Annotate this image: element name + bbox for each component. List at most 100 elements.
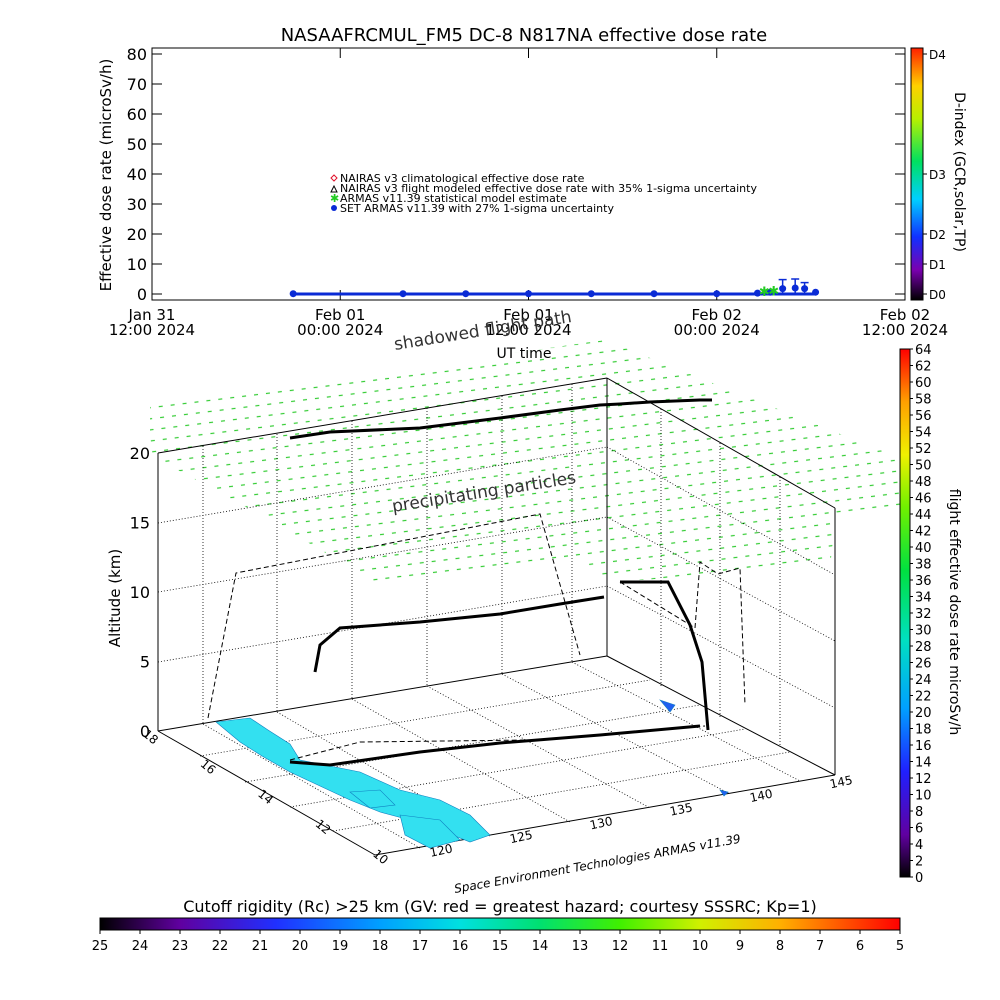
dose-tick-label: 46 <box>915 492 932 507</box>
longitude-tick-label: 135 <box>669 800 694 818</box>
dose-tick-label: 28 <box>915 640 932 655</box>
rigidity-tick-label: 7 <box>816 939 824 954</box>
set-armas-point <box>791 284 799 292</box>
dindex-ticks: D0 D1 D2 D3 D4 <box>923 48 946 302</box>
rigidity-tick-label: 14 <box>532 939 549 954</box>
y-tick-label: 50 <box>127 135 147 154</box>
rigidity-tick-label: 10 <box>692 939 709 954</box>
dose-tick-label: 34 <box>915 591 932 606</box>
latitude-tick-label: 12 <box>313 817 334 838</box>
rigidity-colorbar <box>99 917 901 931</box>
dose-tick-label: 58 <box>915 393 932 408</box>
dose-tick-label: 40 <box>915 541 932 556</box>
flight-path-high <box>289 398 712 767</box>
dindex-tick-label: D1 <box>929 258 946 272</box>
dose-tick-label: 14 <box>915 756 932 771</box>
rigidity-colorbar-panel: Cutoff rigidity (Rc) >25 km (GV: red = g… <box>92 897 904 954</box>
y-tick-label: 60 <box>127 105 147 124</box>
set-armas-point <box>462 290 470 298</box>
dose-tick-label: 22 <box>915 690 932 705</box>
set-armas-point <box>399 290 407 298</box>
dose-tick-label: 20 <box>915 706 932 721</box>
set-armas-point <box>812 288 820 296</box>
latitude-tick-label: 16 <box>198 757 219 778</box>
y-tick-label: 10 <box>127 255 147 274</box>
svg-text:NAIRAS v3 flight modeled effec: NAIRAS v3 flight modeled effective dose … <box>340 182 757 195</box>
longitude-tick-label: 125 <box>509 828 534 846</box>
svg-text:NAIRAS v3 climatological effec: NAIRAS v3 climatological effective dose … <box>340 172 585 185</box>
dose-tick-label: 60 <box>915 376 932 391</box>
dindex-tick-label: D4 <box>929 48 946 62</box>
box-gridlines <box>157 384 836 849</box>
armas-model-point: ✱ <box>768 284 779 299</box>
dose-tick-label: 50 <box>915 459 932 474</box>
set-armas-point <box>587 290 595 298</box>
dose-tick-label: 26 <box>915 657 932 672</box>
dose-tick-label: 16 <box>915 739 932 754</box>
svg-text:SET ARMAS v11.39 with 27% 1-si: SET ARMAS v11.39 with 27% 1-sigma uncert… <box>340 202 614 215</box>
dose-tick-label: 12 <box>915 772 932 787</box>
dose-tick-label: 10 <box>915 789 932 804</box>
rigidity-tick-label: 16 <box>452 939 469 954</box>
dose-colorbar-label: flight effective dose rate microSv/h <box>946 489 962 735</box>
rigidity-tick-label: 20 <box>292 939 309 954</box>
dose-tick-label: 6 <box>915 822 923 837</box>
rigidity-tick-label: 19 <box>332 939 349 954</box>
dindex-tick-label: D3 <box>929 168 946 182</box>
rigidity-tick-label: 25 <box>92 939 109 954</box>
latitude-tick-label: 14 <box>255 787 276 808</box>
x-tick-label: 12:00 2024 <box>862 321 948 339</box>
altitude-tick-label: 15 <box>130 514 150 533</box>
set-armas-point <box>766 288 774 296</box>
set-armas-point <box>801 285 809 293</box>
altitude-tick-label: 20 <box>130 444 150 463</box>
dose-tick-label: 24 <box>915 673 932 688</box>
altitude-tick-label: 0 <box>140 722 150 741</box>
dindex-label: D-index (GCR,solar,TP) <box>951 92 967 252</box>
credit-text: Space Environment Technologies ARMAS v11… <box>453 832 742 896</box>
x-tick-label: Feb 01 <box>503 306 553 324</box>
y-tick-label: 20 <box>127 225 147 244</box>
dose-tick-label: 54 <box>915 426 932 441</box>
dindex-colorbar <box>910 47 924 301</box>
dose-tick-label: 30 <box>915 624 932 639</box>
dose-tick-label: 32 <box>915 607 932 622</box>
x-tick-label: Feb 01 <box>315 306 365 324</box>
x-tick-label: Feb 02 <box>692 306 742 324</box>
dose-tick-label: 52 <box>915 442 932 457</box>
dose-tick-label: 44 <box>915 508 932 523</box>
dose-tick-label: 18 <box>915 723 932 738</box>
y-tick-label: 40 <box>127 165 147 184</box>
legend-item-nairas-flight: NAIRAS v3 flight modeled effective dose … <box>330 182 757 195</box>
set-armas-point <box>289 290 297 298</box>
rigidity-tick-label: 8 <box>776 939 784 954</box>
rigidity-tick-label: 24 <box>132 939 149 954</box>
top-series: ✱✱ <box>289 278 820 300</box>
set-armas-point <box>713 290 721 298</box>
legend-item-nairas-clim: NAIRAS v3 climatological effective dose … <box>330 172 585 185</box>
altitude-label: Altitude (km) <box>106 549 124 647</box>
altitude-ticks: 0 5 10 15 20 <box>130 444 150 741</box>
y-tick-label: 0 <box>137 285 147 304</box>
floor-contours <box>215 699 729 849</box>
dose-tick-label: 0 <box>915 871 923 886</box>
rigidity-tick-label: 6 <box>856 939 864 954</box>
rigidity-tick-label: 9 <box>736 939 744 954</box>
dindex-tick-label: D0 <box>929 288 946 302</box>
altitude-tick-label: 5 <box>140 653 150 672</box>
dindex-tick-label: D2 <box>929 228 946 242</box>
y-tick-label: 80 <box>127 45 147 64</box>
legend-item-armas-model: ✱ ARMAS v11.39 statistical model estimat… <box>330 192 567 205</box>
x-tick-label: 12:00 2024 <box>109 321 195 339</box>
dose-colorbar-ticks: 0246810121416182022242628303234363840424… <box>910 343 932 886</box>
rigidity-tick-label: 18 <box>372 939 389 954</box>
chart-title: NASAAFRCMUL_FM5 DC-8 N817NA effective do… <box>281 25 768 46</box>
dose-tick-label: 42 <box>915 525 932 540</box>
rigidity-tick-label: 17 <box>412 939 429 954</box>
longitude-ticks: 120 125 130 135 140 145 <box>429 773 854 860</box>
svg-text:ARMAS v11.39 statistical model: ARMAS v11.39 statistical model estimate <box>340 192 567 205</box>
precipitating-particles-field <box>150 340 900 585</box>
rigidity-title: Cutoff rigidity (Rc) >25 km (GV: red = g… <box>183 897 817 916</box>
svg-text:✱: ✱ <box>330 192 339 205</box>
